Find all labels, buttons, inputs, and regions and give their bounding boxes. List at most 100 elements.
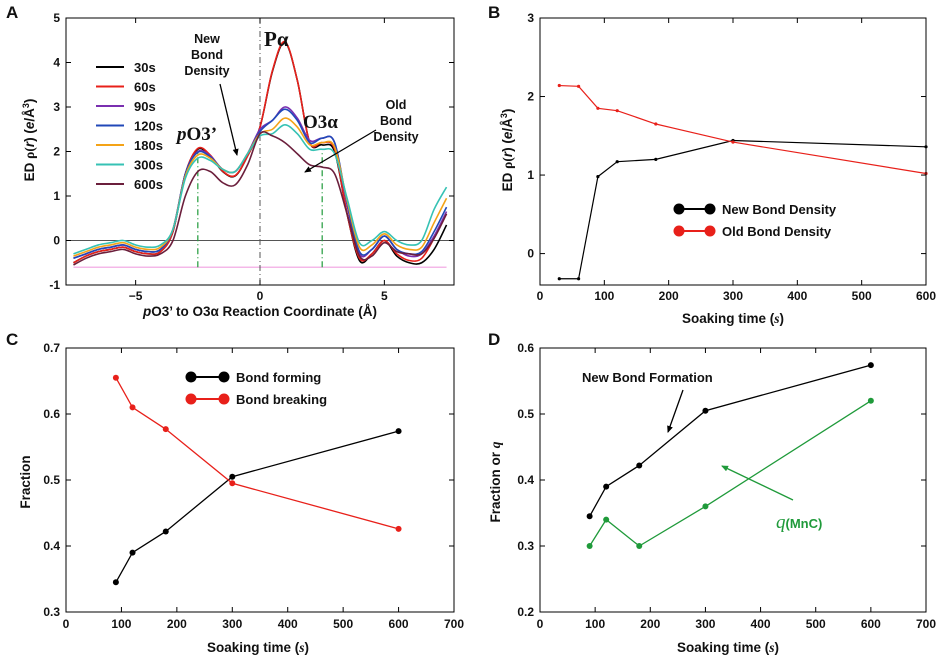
d-series-1-point [586, 543, 593, 549]
b-xtick-label: 100 [594, 289, 614, 303]
c-legend-label: Bond breaking [236, 392, 327, 407]
b-xtick-label: 600 [916, 289, 936, 303]
b-point [615, 160, 619, 164]
b-point [596, 106, 600, 110]
a-arrow-old-bond [304, 129, 377, 173]
panel-b-ylabel: ED ρ(r) (e/Å3) [499, 109, 515, 192]
d-annot-q-mnc: q(MnC) [776, 512, 822, 533]
c-series-0-point [162, 528, 169, 535]
a-annot-o3-alpha: O3α [303, 112, 338, 133]
panel-label-b: B [488, 3, 500, 22]
c-series-1-point [395, 525, 402, 532]
a-series-line-300s [73, 123, 448, 255]
b-point [615, 109, 619, 113]
c-legend-dot [185, 393, 197, 405]
a-ytick-label: 3 [53, 100, 60, 114]
c-series-0-line [115, 430, 399, 583]
panel-c: C Fraction Soaking time (s) 0.3 0.4 0.5 0.6… [6, 330, 464, 655]
c-ytick-label: 0.7 [43, 341, 60, 355]
b-frame [539, 17, 927, 286]
panel-a-ylabel: ED ρ(r) (e/Å3) [21, 99, 37, 182]
d-ytick-label: 0.6 [517, 341, 534, 355]
d-ytick-label: 0.3 [517, 539, 534, 553]
d-xtick-label: 0 [537, 617, 544, 631]
d-ytick-label: 0.4 [517, 473, 534, 487]
a-legend-label: 60s [134, 80, 156, 95]
b-point [731, 140, 735, 144]
b-legend-dot [704, 225, 716, 237]
c-series-1-point [229, 480, 236, 487]
d-series-0-point [867, 362, 874, 369]
a-annot-p-o3-prime: pO3’ [175, 124, 217, 145]
b-point [577, 84, 581, 88]
c-series-0-point [129, 549, 136, 556]
b-legend-dot [704, 203, 716, 215]
d-series-1-point [867, 397, 874, 404]
a-ytick-label: 1 [53, 189, 60, 203]
a-ytick-label: 5 [53, 11, 60, 25]
c-series-1-point [162, 426, 169, 433]
a-legend-label: 300s [134, 158, 163, 173]
b-xtick-label: 0 [537, 289, 544, 303]
d-xtick-label: 600 [861, 617, 881, 631]
panel-b: B ED ρ(r) (e/Å3) Soaking time (s) 0 1 2 3 0 1… [488, 3, 936, 326]
b-point [557, 83, 561, 88]
a-legend-label: 120s [134, 119, 163, 134]
d-series-0-point [586, 513, 593, 520]
b-xtick-label: 500 [852, 289, 872, 303]
d-arrow-new-bond [667, 389, 684, 433]
d-series-0-point [603, 483, 610, 490]
c-frame [65, 347, 455, 613]
panel-a: A ED ρ(r) (e/Å3) pO3’ to O3α Reaction Co… [6, 3, 455, 319]
a-annot-old-bond: Bond [380, 114, 412, 128]
c-series-1-point [112, 374, 119, 381]
b-legend-dot [673, 203, 685, 215]
a-series-line-600s [73, 131, 448, 266]
a-ytick-label: 0 [53, 234, 60, 248]
b-series-line [559, 84, 927, 175]
b-xtick-label: 300 [723, 289, 743, 303]
c-xtick-label: 300 [222, 617, 242, 631]
panel-d-ylabel: Fraction or q [488, 441, 503, 522]
a-xtick-label: 0 [257, 289, 264, 303]
a-xtick-label: 5 [381, 289, 388, 303]
c-legend-dot [185, 371, 197, 383]
b-point [596, 175, 600, 179]
d-xtick-label: 700 [916, 617, 936, 631]
d-series-1-point [603, 516, 610, 523]
panel-label-d: D [488, 330, 500, 349]
panel-d-xlabel: Soaking time (s) [677, 640, 779, 655]
c-xtick-label: 400 [278, 617, 298, 631]
c-series-1-point [129, 404, 136, 411]
a-annot-p-alpha: Pα [264, 27, 289, 51]
a-annot-old-bond: Old [386, 98, 407, 112]
c-ytick-label: 0.5 [43, 473, 60, 487]
c-ytick-label: 0.6 [43, 407, 60, 421]
d-xtick-label: 500 [806, 617, 826, 631]
panel-a-xlabel: pO3’ to O3α Reaction Coordinate (Å) [142, 304, 377, 319]
a-series-line-120s [73, 108, 448, 260]
d-frame [539, 347, 927, 613]
b-ytick-label: 2 [527, 90, 534, 104]
d-arrow-q [721, 465, 794, 501]
d-series-0-point [636, 462, 643, 469]
a-annot-new-bond: Density [184, 64, 229, 78]
c-xtick-label: 500 [333, 617, 353, 631]
b-point [557, 277, 561, 281]
c-series-0-point [229, 473, 236, 480]
d-series-1-line [589, 400, 872, 547]
d-series-0-point [702, 407, 709, 414]
panel-label-a: A [6, 3, 18, 22]
a-ytick-label: 2 [53, 145, 60, 159]
a-legend-label: 180s [134, 138, 163, 153]
a-ytick-label: -1 [49, 278, 60, 292]
a-xtick-label: −5 [129, 289, 143, 303]
panel-b-xlabel: Soaking time (s) [682, 311, 784, 326]
d-xtick-label: 400 [751, 617, 771, 631]
b-legend-dot [673, 225, 685, 237]
d-ytick-label: 0.2 [517, 605, 534, 619]
panel-c-xlabel: Soaking time (s) [207, 640, 309, 655]
panel-c-ylabel: Fraction [18, 455, 33, 508]
d-annot-new-bond-formation: New Bond Formation [582, 370, 713, 385]
